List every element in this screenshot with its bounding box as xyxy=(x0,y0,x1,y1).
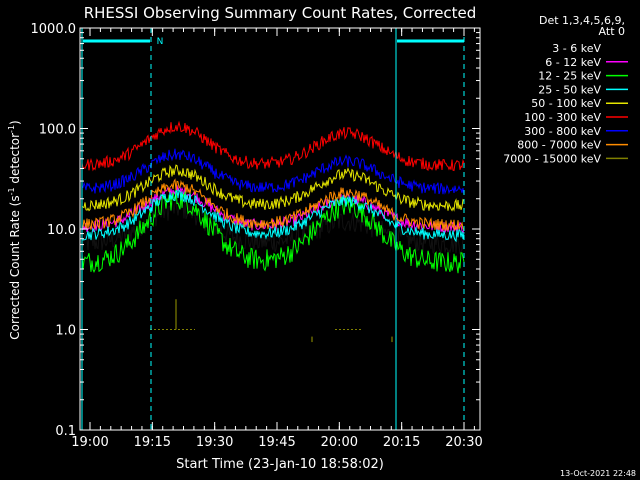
series-line-7 xyxy=(81,178,465,232)
x-tick-label: 19:15 xyxy=(134,435,171,450)
legend-label: 800 - 7000 keV xyxy=(517,139,601,152)
y-tick-label: 10.0 xyxy=(47,223,76,238)
legend-label: 50 - 100 keV xyxy=(531,97,601,110)
series-line-5 xyxy=(81,120,465,172)
series-line-2 xyxy=(81,189,465,274)
x-tick-label: 19:30 xyxy=(196,435,233,450)
legend-header: Det 1,3,4,5,6,9, xyxy=(539,14,625,27)
y-tick-label: 1000.0 xyxy=(31,22,77,37)
legend-label: 3 - 6 keV xyxy=(552,42,601,55)
chart-title: RHESSI Observing Summary Count Rates, Co… xyxy=(84,4,477,22)
x-tick-label: 19:00 xyxy=(71,435,108,450)
x-tick-label: 20:15 xyxy=(383,435,420,450)
series-line-0 xyxy=(81,197,465,255)
legend-label: 7000 - 15000 keV xyxy=(503,152,601,165)
plot-area: N xyxy=(81,28,465,430)
y-tick-label: 1.0 xyxy=(55,324,76,339)
y-axis-label: Corrected Count Rate (s-1 detector-1) xyxy=(7,120,22,339)
legend-label: 6 - 12 keV xyxy=(545,56,601,69)
y-tick-label: 100.0 xyxy=(39,123,76,138)
legend-label: 300 - 800 keV xyxy=(524,125,601,138)
legend-label: 12 - 25 keV xyxy=(538,70,601,83)
x-tick-label: 20:30 xyxy=(445,435,482,450)
series-line-6 xyxy=(81,148,465,195)
legend-label: 100 - 300 keV xyxy=(524,111,601,124)
x-axis-label: Start Time (23-Jan-10 18:58:02) xyxy=(176,457,384,472)
legend-header: Att 0 xyxy=(599,25,625,38)
saa-label: N xyxy=(157,37,164,47)
axes: 0.1 1.0 10.0 100.0 1000.0 19:00 19:15 19:30 19:4… xyxy=(31,22,483,450)
x-tick-label: 19:45 xyxy=(258,435,295,450)
series-line-3 xyxy=(81,188,465,243)
timestamp: 13-Oct-2021 22:48 xyxy=(560,469,636,478)
legend-label: 25 - 50 keV xyxy=(538,83,601,96)
series-line-4 xyxy=(81,164,465,212)
y-tick-label: 0.1 xyxy=(55,424,76,439)
x-tick-label: 20:00 xyxy=(321,435,358,450)
